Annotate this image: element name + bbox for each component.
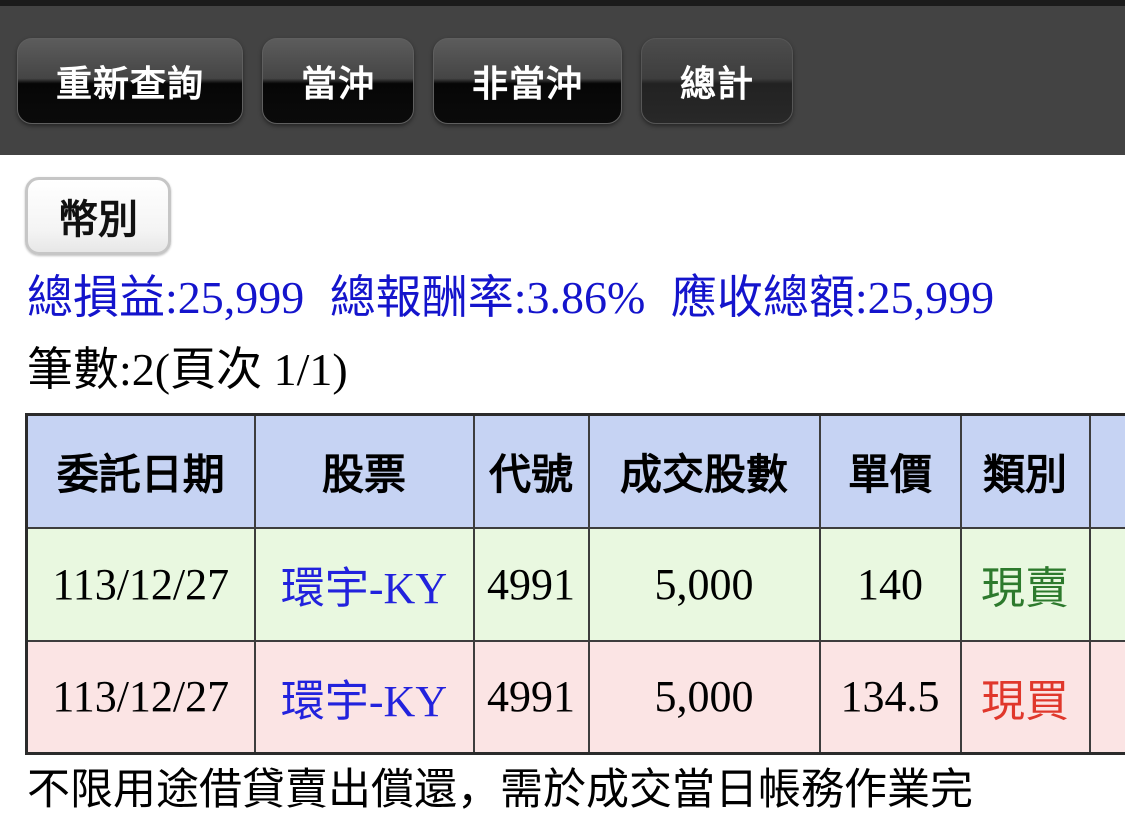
stock-name-cell: 環宇-KY xyxy=(253,526,475,642)
stock-code-cell: 4991 xyxy=(472,526,590,642)
total-button[interactable]: 總計 xyxy=(641,37,794,124)
trade-type-cell: 現賣 xyxy=(959,526,1091,642)
currency-button[interactable]: 幣別 xyxy=(25,177,171,255)
filled-shares-cell: 5,000 xyxy=(587,526,821,642)
col-header-type: 類別 xyxy=(959,413,1091,529)
col-header-code: 代號 xyxy=(472,413,590,529)
order-date-cell: 113/12/27 xyxy=(25,526,256,642)
total-return-rate-text: 總報酬率:3.86% xyxy=(329,272,646,323)
record-count-text: 筆數:2(頁次 1/1) xyxy=(27,344,348,395)
toolbar: 重新查詢 當沖 非當沖 總計 xyxy=(0,0,1125,155)
total-pl-text: 總損益:25,999 xyxy=(27,272,305,323)
trade-row-sell: 113/12/27 環宇-KY 4991 5,000 140 現賣 70 xyxy=(25,526,1125,642)
footnote-text: 不限用途借貸賣出償還，需於成交當日帳務作業完 xyxy=(27,766,973,814)
filled-shares-cell: 5,000 xyxy=(587,639,821,755)
col-header-filled-shares: 成交股數 xyxy=(587,413,821,529)
col-header-amount xyxy=(1088,413,1125,529)
total-receivable-text: 應收總額:25,999 xyxy=(670,272,995,323)
trade-type-cell: 現買 xyxy=(959,639,1091,755)
summary-line: 總損益:25,999 總報酬率:3.86% 應收總額:25,999 xyxy=(27,263,1125,333)
order-date-cell: 113/12/27 xyxy=(25,639,256,755)
trade-row-buy: 113/12/27 環宇-KY 4991 5,000 134.5 現買 67 xyxy=(25,639,1125,755)
col-header-unit-price: 單價 xyxy=(818,413,962,529)
day-trade-button[interactable]: 當沖 xyxy=(262,37,415,124)
unit-price-cell: 140 xyxy=(818,526,962,642)
amount-cell: 70 xyxy=(1088,526,1125,642)
amount-cell: 67 xyxy=(1088,639,1125,755)
main-content: 幣別 總損益:25,999 總報酬率:3.86% 應收總額:25,999 筆數:… xyxy=(0,155,1125,821)
table-header-row: 委託日期 股票 代號 成交股數 單價 類別 xyxy=(25,413,1125,529)
stock-link[interactable]: 環宇-KY xyxy=(280,676,448,726)
unit-price-cell: 134.5 xyxy=(818,639,962,755)
col-header-stock: 股票 xyxy=(253,413,475,529)
stock-name-cell: 環宇-KY xyxy=(253,639,475,755)
refresh-query-button[interactable]: 重新查詢 xyxy=(17,37,244,124)
stock-code-cell: 4991 xyxy=(472,639,590,755)
trades-table: 委託日期 股票 代號 成交股數 單價 類別 113/12/27 環宇-KY 49… xyxy=(25,413,1125,755)
col-header-order-date: 委託日期 xyxy=(25,413,256,529)
non-day-trade-button[interactable]: 非當沖 xyxy=(433,37,623,124)
stock-link[interactable]: 環宇-KY xyxy=(280,564,448,613)
